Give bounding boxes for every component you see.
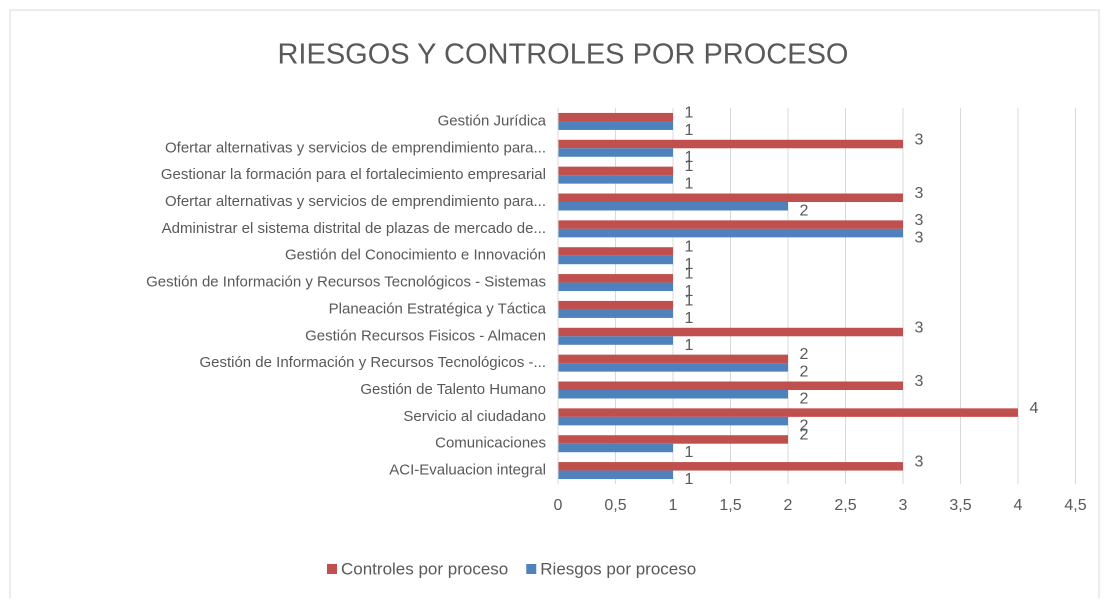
bar [558, 274, 673, 283]
y-tick-label: ACI-Evaluacion integral [389, 462, 546, 479]
data-label: 1 [685, 471, 694, 488]
x-tick-label: 1 [669, 497, 678, 514]
bar [558, 309, 673, 318]
data-label: 2 [800, 346, 809, 363]
data-label: 1 [685, 104, 694, 121]
data-label: 1 [685, 266, 694, 283]
data-label: 3 [915, 212, 924, 229]
data-label: 1 [685, 283, 694, 300]
data-label: 3 [915, 185, 924, 202]
bar [558, 470, 673, 480]
bar [558, 121, 673, 130]
bar [558, 408, 1018, 417]
data-label: 1 [685, 310, 694, 327]
bar [558, 202, 788, 211]
y-tick-label: Gestionar la formación para el fortaleci… [161, 166, 546, 183]
bar [558, 390, 788, 399]
x-tick-label: 4,5 [1064, 497, 1086, 514]
data-label: 1 [685, 176, 694, 193]
bar [558, 148, 673, 157]
data-label: 3 [915, 454, 924, 471]
y-tick-label: Gestión del Conocimiento e Innovación [285, 247, 546, 264]
y-tick-label: Comunicaciones [435, 435, 546, 452]
y-tick-label: Gestión de Información y Recursos Tecnol… [146, 274, 546, 291]
data-label: 1 [685, 149, 694, 166]
data-label: 1 [685, 122, 694, 139]
data-label: 1 [685, 337, 694, 354]
bar [558, 354, 788, 364]
bar [558, 363, 788, 372]
y-tick-label: Gestión de Información y Recursos Tecnol… [199, 354, 546, 371]
chart-title: RIESGOS Y CONTROLES POR PROCESO [277, 39, 848, 71]
bar [558, 327, 903, 337]
x-tick-label: 2,5 [834, 497, 856, 514]
bar [558, 139, 903, 149]
y-tick-label: Servicio al ciudadano [403, 408, 546, 425]
y-tick-label: Gestión Recursos Fisicos - Almacen [305, 327, 546, 344]
bar [558, 282, 673, 292]
y-tick-label: Gestión de Talento Humano [360, 381, 546, 398]
data-label: 1 [685, 239, 694, 256]
data-label: 3 [915, 229, 924, 246]
bar [558, 112, 673, 122]
data-label: 1 [685, 292, 694, 309]
x-tick-label: 0,5 [604, 497, 626, 514]
data-label: 1 [685, 158, 694, 175]
data-label: 2 [800, 417, 809, 434]
y-tick-label: Planeación Estratégica y Táctica [329, 300, 547, 317]
bar [558, 175, 673, 184]
x-tick-label: 2 [784, 497, 793, 514]
legend-label: Riesgos por proceso [540, 559, 696, 578]
bar [558, 300, 673, 310]
bar [558, 416, 788, 426]
x-tick-label: 4 [1014, 497, 1023, 514]
data-label: 4 [1030, 400, 1039, 417]
x-tick-label: 3 [899, 497, 908, 514]
bar [558, 247, 673, 256]
bar [558, 220, 903, 229]
data-label: 2 [800, 390, 809, 407]
data-label: 2 [800, 202, 809, 219]
data-label: 1 [685, 444, 694, 461]
bar [558, 435, 788, 444]
bar [558, 255, 673, 265]
legend-swatch [526, 564, 537, 574]
x-tick-label: 1,5 [719, 497, 741, 514]
bar [558, 228, 903, 238]
bar [558, 443, 673, 453]
legend-label: Controles por proceso [341, 559, 508, 578]
data-label: 2 [800, 364, 809, 381]
y-tick-label: Ofertar alternativas y servicios de empr… [165, 139, 546, 156]
x-tick-label: 0 [554, 497, 563, 514]
y-tick-label: Gestión Jurídica [438, 112, 547, 129]
data-label: 3 [915, 373, 924, 390]
bar [558, 166, 673, 176]
bar [558, 381, 903, 390]
legend-swatch [327, 564, 337, 574]
y-tick-label: Administrar el sistema distrital de plaz… [162, 220, 546, 237]
data-label: 1 [685, 256, 694, 273]
data-label: 3 [915, 131, 924, 148]
data-label: 2 [800, 427, 809, 444]
y-tick-label: Ofertar alternativas y servicios de empr… [165, 193, 546, 210]
data-label: 3 [915, 319, 924, 336]
x-tick-label: 3,5 [949, 497, 971, 514]
bar [558, 462, 903, 471]
chart-border [9, 9, 1100, 603]
bar [558, 193, 903, 202]
bar [558, 336, 673, 345]
